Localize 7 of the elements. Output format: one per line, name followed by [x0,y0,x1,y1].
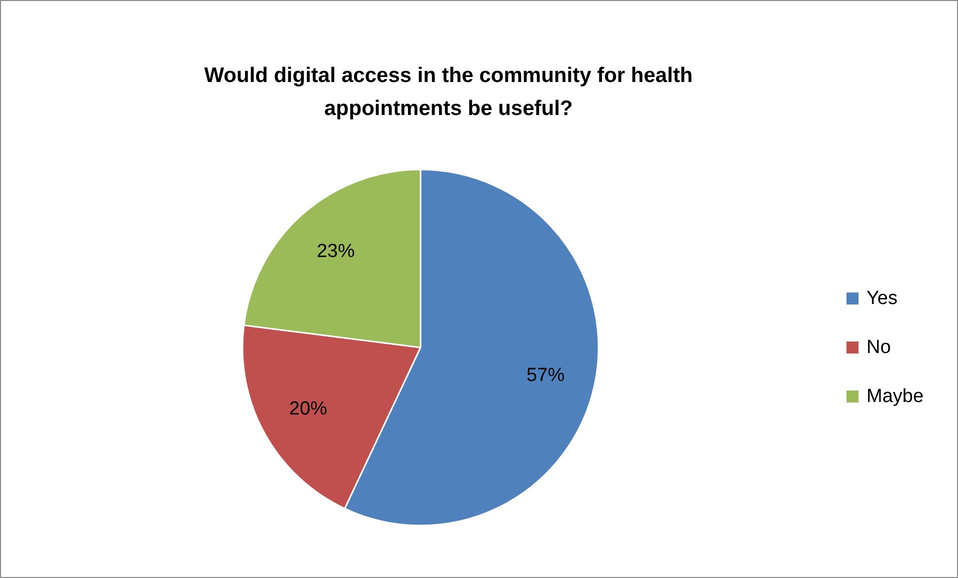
data-label: 23% [316,240,355,262]
data-label: 20% [289,398,328,420]
legend-label: No [866,337,891,358]
data-label: 57% [526,364,565,386]
legend-label: Yes [866,288,898,309]
legend-label: Maybe [866,386,924,407]
chart-title: Would digital access in the community for health appointments be useful? [204,64,693,120]
